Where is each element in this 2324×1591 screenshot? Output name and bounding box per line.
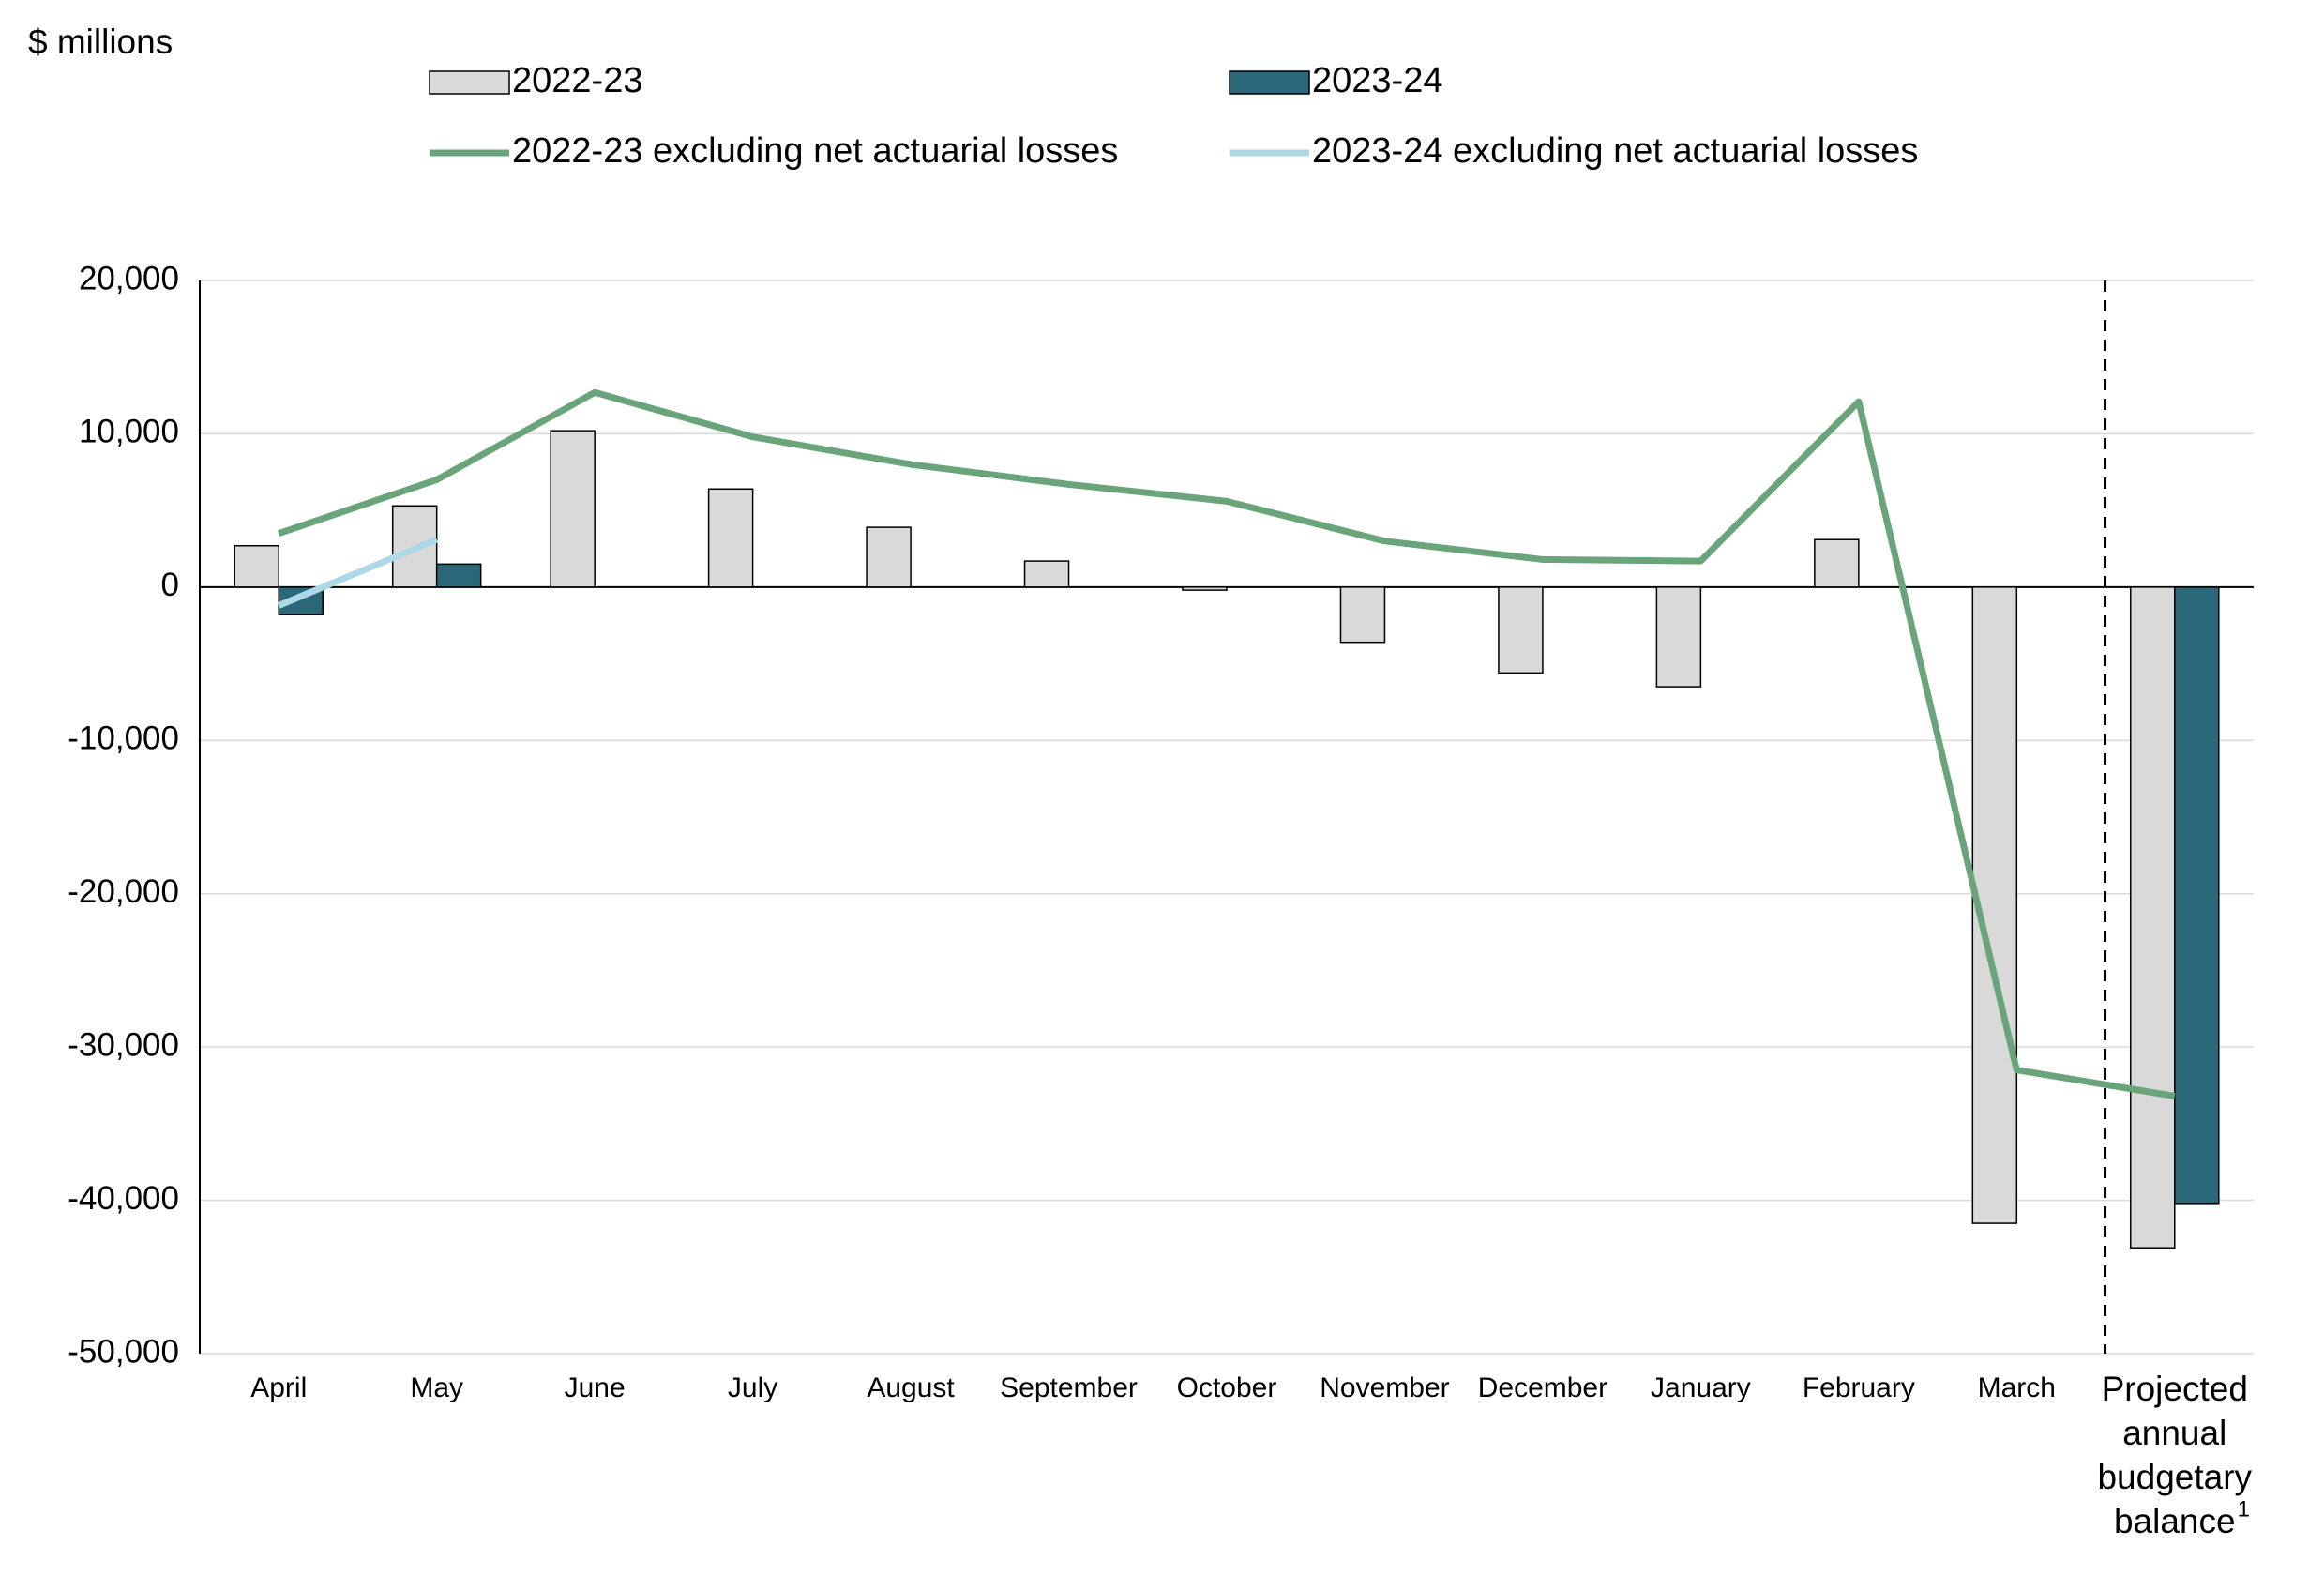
bar	[866, 526, 912, 588]
bar	[1655, 586, 1702, 688]
y-tick-label: -30,000	[68, 1026, 179, 1063]
x-tick-label: August	[867, 1372, 955, 1403]
x-tick-label: September	[1000, 1372, 1138, 1403]
x-tick-label: October	[1177, 1372, 1277, 1403]
legend-swatch	[1229, 70, 1310, 95]
x-tick-label: June	[565, 1372, 626, 1403]
x-tick-label: May	[410, 1372, 463, 1403]
x-tick-label: February	[1803, 1372, 1915, 1403]
legend-swatch	[429, 70, 510, 95]
x-tick-label: November	[1320, 1372, 1449, 1403]
x-tick-label: January	[1651, 1372, 1751, 1403]
y-axis-label: $ millions	[28, 23, 173, 61]
x-tick-label: July	[728, 1372, 777, 1403]
bar	[1023, 560, 1070, 588]
bar	[1182, 586, 1228, 591]
bar	[707, 488, 754, 588]
line	[278, 388, 2176, 1099]
bar	[234, 544, 279, 588]
footnote-marker: 1	[2238, 1496, 2250, 1522]
y-tick-label: 0	[161, 567, 179, 603]
bar	[1339, 586, 1386, 644]
y-tick-label: 20,000	[79, 260, 179, 296]
legend-label: 2022-23 excluding net actuarial losses	[512, 131, 1118, 171]
x-tick-label: Projected annual budgetary balance	[2097, 1370, 2252, 1540]
bar	[1814, 538, 1860, 588]
y-tick-label: -50,000	[68, 1333, 179, 1370]
bar	[435, 563, 482, 588]
legend-label: 2022-23	[512, 61, 642, 100]
y-tick-label: 10,000	[79, 414, 179, 450]
bar	[550, 430, 596, 588]
bar	[2174, 586, 2220, 1205]
line	[277, 536, 439, 609]
x-tick-label: December	[1478, 1372, 1607, 1403]
y-tick-label: -40,000	[68, 1180, 179, 1217]
y-tick-label: -10,000	[68, 720, 179, 757]
x-tick-label: March	[1978, 1372, 2056, 1403]
bar	[2130, 586, 2176, 1249]
x-tick-label: April	[250, 1372, 307, 1403]
y-tick-label: -20,000	[68, 873, 179, 910]
legend-label: 2023-24 excluding net actuarial losses	[1312, 131, 1918, 171]
legend-label: 2023-24	[1312, 61, 1442, 100]
bar	[1498, 586, 1544, 674]
